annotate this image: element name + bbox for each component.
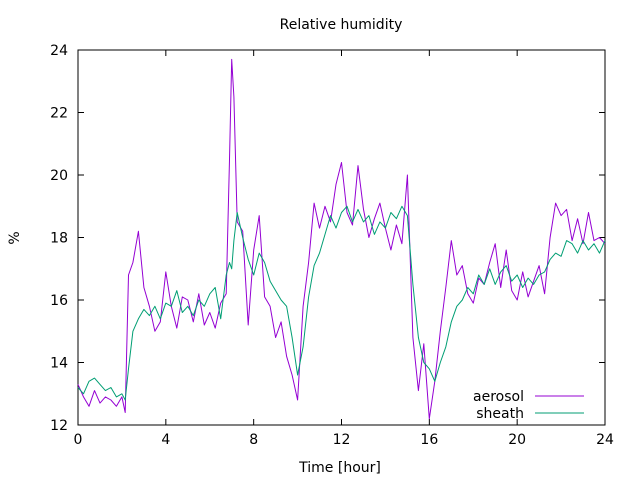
x-tick-label: 0 [74,432,83,448]
legend-label-sheath: sheath [476,406,524,422]
chart-title: Relative humidity [280,17,403,33]
x-axis: 0 4 8 12 16 20 24 [74,50,614,448]
x-tick-label: 12 [333,432,351,448]
x-tick-label: 20 [508,432,526,448]
x-tick-label: 8 [249,432,258,448]
legend-label-aerosol: aerosol [473,389,524,405]
x-tick-label: 16 [420,432,438,448]
y-tick-label: 24 [50,43,68,59]
series-layer [77,58,606,420]
plot-frame [77,49,606,426]
x-tick-label: 4 [161,432,170,448]
series-line-sheath [77,205,606,401]
x-axis-label: Time [hour] [298,460,381,476]
y-tick-label: 14 [50,356,68,372]
y-tick-label: 20 [50,168,68,184]
y-axis: 12 14 16 18 20 22 24 [50,43,605,434]
series-line-aerosol [77,58,606,420]
y-tick-label: 18 [50,231,68,247]
y-axis-label: % [7,231,23,244]
y-tick-label: 16 [50,293,68,309]
y-tick-label: 12 [50,418,68,434]
y-tick-label: 22 [50,106,68,122]
x-tick-label: 24 [596,432,614,448]
